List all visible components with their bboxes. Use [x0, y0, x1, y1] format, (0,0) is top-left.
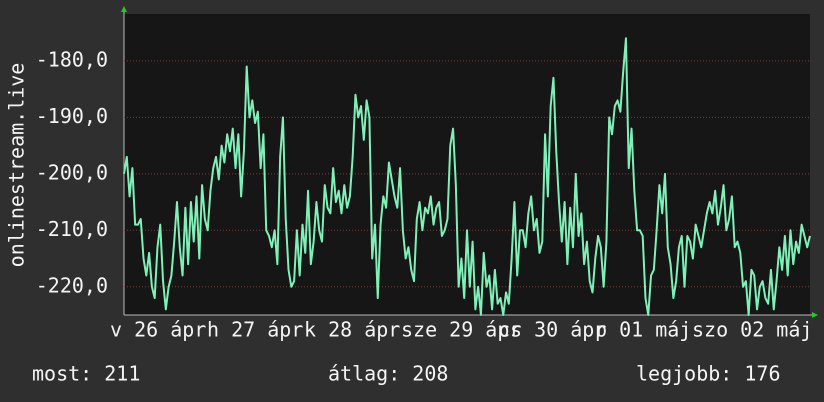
plot-area — [124, 14, 810, 315]
y-tick-label: -210,0 — [36, 217, 108, 241]
axis-arrow — [121, 6, 127, 12]
x-tick-label: sze 29 ápr — [401, 318, 521, 342]
footer-average: átlag: 208 — [328, 362, 448, 386]
x-tick-label: cs 30 ápr — [498, 318, 606, 342]
axis-arrow — [812, 312, 818, 318]
x-tick-label: p 01 máj — [595, 318, 691, 342]
y-tick-label: -220,0 — [36, 273, 108, 297]
y-tick-label: -180,0 — [36, 47, 108, 71]
y-tick-label: -190,0 — [36, 104, 108, 128]
x-tick-label: k 28 ápr — [304, 318, 400, 342]
data-line — [123, 37, 811, 316]
y-axis-label: onlinestream.live — [5, 63, 29, 268]
footer-current: most: 211 — [32, 362, 140, 386]
y-tick-label: -200,0 — [36, 160, 108, 184]
x-tick-label: szo 02 máj — [692, 318, 812, 342]
x-tick-label: h 27 ápr — [207, 318, 303, 342]
footer-best: legjobb: 176 — [636, 362, 781, 386]
x-tick-label: v 26 ápr — [110, 318, 206, 342]
